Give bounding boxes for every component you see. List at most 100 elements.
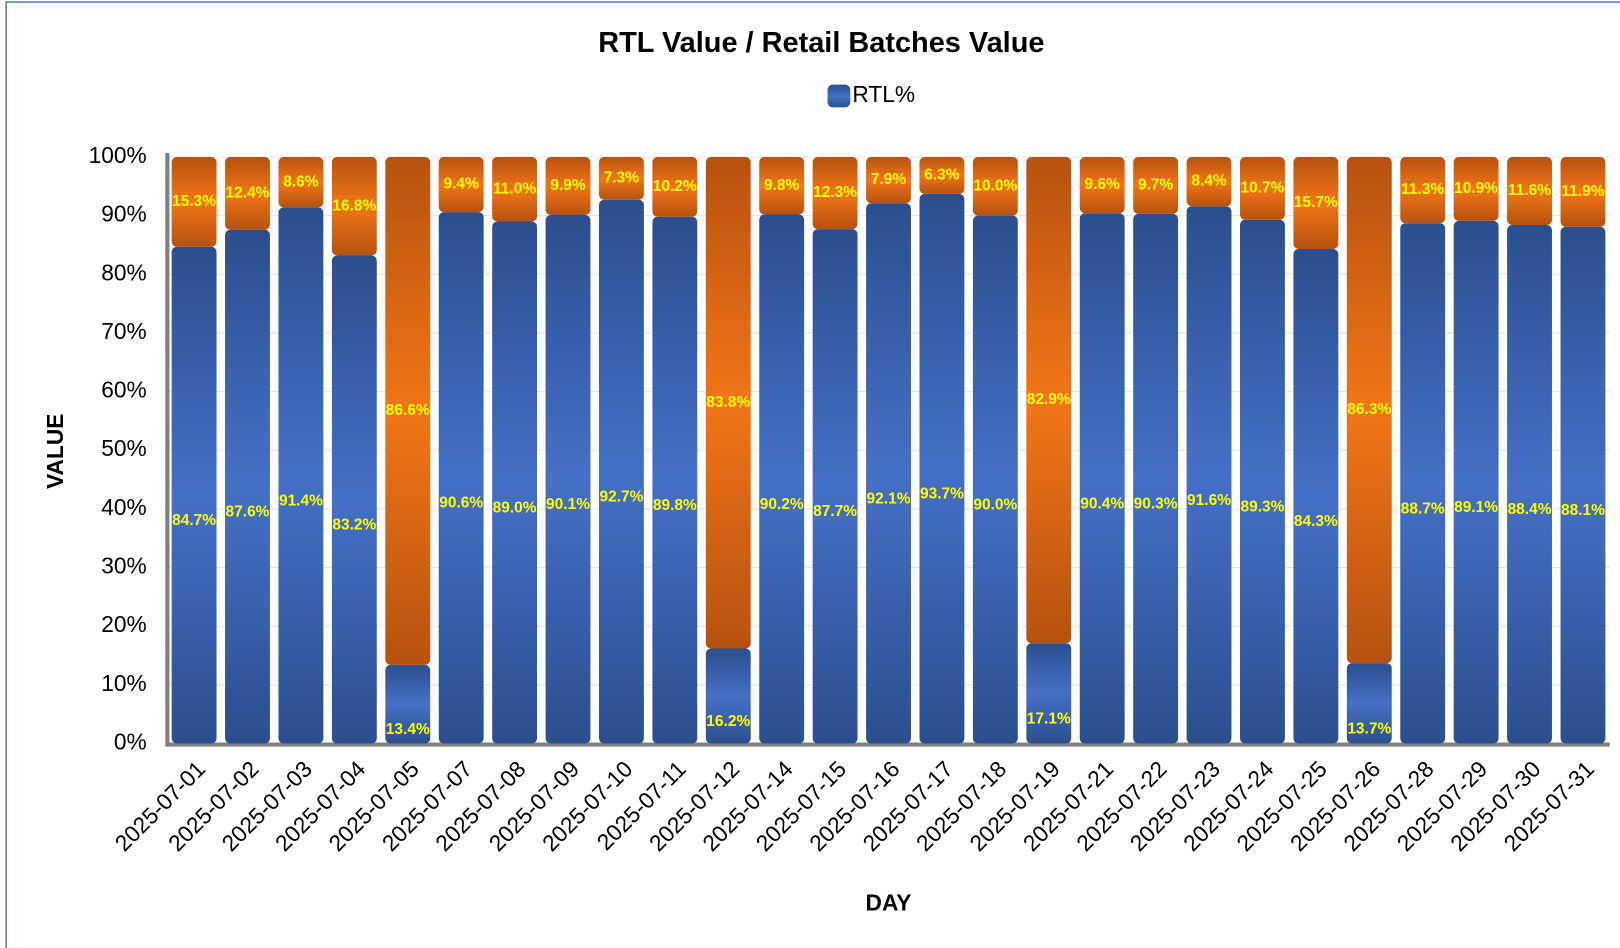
data-label: 83.8% <box>706 394 750 411</box>
data-label: 10.9% <box>1454 180 1498 197</box>
bar-segment <box>919 156 965 194</box>
bar-segment <box>972 215 1018 744</box>
bar-segment <box>545 215 591 744</box>
bar-segment <box>1079 156 1125 214</box>
bar-segment <box>972 156 1018 216</box>
frame <box>5 1 1620 948</box>
data-label: 88.7% <box>1401 500 1445 517</box>
bar-segment <box>1346 156 1392 664</box>
bar-segment <box>1026 156 1072 644</box>
data-label: 9.9% <box>550 177 586 194</box>
bar-segment <box>1560 226 1606 744</box>
data-label: 8.6% <box>283 173 319 190</box>
data-label: 89.0% <box>493 499 537 516</box>
data-label: 7.9% <box>871 171 907 188</box>
bar-segment <box>438 156 484 213</box>
data-label: 9.4% <box>444 176 480 193</box>
bar-segment <box>278 207 324 744</box>
data-label: 10.2% <box>653 178 697 195</box>
data-label: 90.4% <box>1080 495 1124 512</box>
bar-segment <box>866 203 911 744</box>
bar-segment <box>1346 663 1392 744</box>
data-label: 91.4% <box>279 492 323 509</box>
data-label: 90.2% <box>760 496 804 513</box>
bar-segment <box>1240 156 1285 220</box>
bar-segment <box>812 229 858 744</box>
bar-segment <box>171 246 217 744</box>
y-tick-label: 70% <box>101 318 146 344</box>
bar-segment <box>1240 219 1285 744</box>
bar-segment <box>1507 156 1552 226</box>
chart-title: RTL Value / Retail Batches Value <box>598 27 1044 59</box>
legend-swatch <box>827 84 851 108</box>
data-label: 9.7% <box>1138 177 1174 194</box>
data-label: 9.8% <box>764 177 800 194</box>
data-label: 10.7% <box>1240 179 1284 196</box>
data-label: 11.3% <box>1401 181 1444 198</box>
bar-segment <box>866 156 911 204</box>
bar-segment <box>1293 249 1339 744</box>
data-label: 87.6% <box>226 504 270 521</box>
bar-segment <box>331 255 377 744</box>
data-label: 86.6% <box>386 402 430 419</box>
bar-segment <box>1133 213 1179 744</box>
bar-segment <box>225 156 270 230</box>
y-tick-label: 30% <box>101 553 146 579</box>
bar-segment <box>438 212 484 744</box>
data-label: 88.4% <box>1508 501 1552 518</box>
bar-segment <box>812 156 858 230</box>
y-tick-label: 20% <box>101 611 146 637</box>
data-label: 17.1% <box>1027 710 1071 727</box>
data-label: 15.7% <box>1294 194 1338 211</box>
data-label: 15.3% <box>172 193 216 210</box>
legend-label: RTL% <box>852 81 915 107</box>
data-label: 10.0% <box>973 177 1017 194</box>
y-axis-title: VALUE <box>42 414 68 489</box>
bar-segment <box>598 199 644 744</box>
data-label: 16.8% <box>332 197 376 214</box>
bar-segment <box>1400 223 1446 744</box>
data-label: 84.3% <box>1294 513 1338 530</box>
bar-segment <box>545 156 591 216</box>
data-label: 83.2% <box>332 516 376 533</box>
data-label: 6.3% <box>924 167 960 184</box>
bar-segment <box>1560 156 1606 227</box>
bar-segment <box>278 156 324 208</box>
y-tick-label: 60% <box>101 377 146 403</box>
y-tick-label: 80% <box>101 259 146 285</box>
data-label: 89.3% <box>1240 499 1284 516</box>
data-label: 90.6% <box>439 495 483 512</box>
data-label: 7.3% <box>604 169 640 186</box>
bar-segment <box>598 156 644 200</box>
data-label: 92.1% <box>867 490 911 507</box>
data-label: 91.6% <box>1187 492 1231 509</box>
y-tick-label: 40% <box>101 494 146 520</box>
bar-segment <box>492 221 538 744</box>
bar-segment <box>759 156 805 215</box>
data-label: 13.7% <box>1347 720 1391 737</box>
bar-segment <box>1293 156 1339 250</box>
data-label: 82.9% <box>1027 391 1071 408</box>
data-label: 88.1% <box>1561 502 1605 519</box>
data-label: 8.4% <box>1191 173 1227 190</box>
bar-segment <box>171 156 217 247</box>
data-label: 11.9% <box>1561 183 1604 200</box>
bar-segment <box>652 156 698 217</box>
bar-segment <box>1453 156 1499 221</box>
bar-segment <box>759 214 805 744</box>
bar-segment <box>225 229 270 744</box>
data-label: 13.4% <box>386 721 430 738</box>
y-tick-label: 100% <box>89 142 147 168</box>
data-label: 92.7% <box>599 489 643 506</box>
data-label: 90.3% <box>1134 496 1178 513</box>
data-label: 90.0% <box>973 496 1017 513</box>
bar-segment <box>331 156 377 256</box>
y-tick-label: 0% <box>114 729 147 755</box>
bar-segment <box>652 216 698 744</box>
bar-segment <box>1400 156 1446 224</box>
bar-segment <box>1079 213 1125 744</box>
bar-segment <box>1133 156 1179 214</box>
bar-segment <box>385 156 431 665</box>
data-label: 12.3% <box>813 184 857 201</box>
bar-segment <box>1453 220 1499 744</box>
